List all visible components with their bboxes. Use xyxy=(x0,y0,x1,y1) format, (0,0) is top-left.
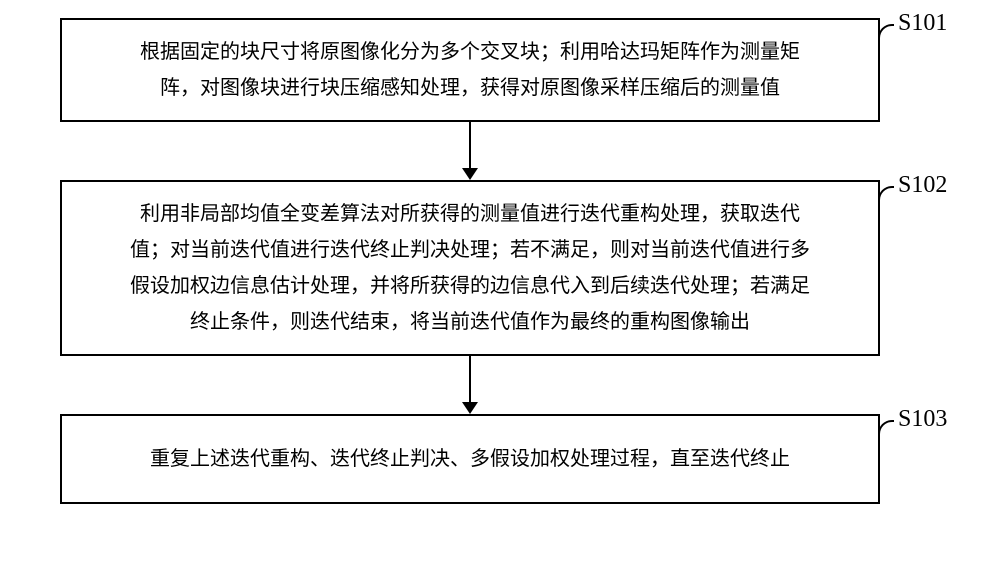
step-label-connector xyxy=(878,420,894,434)
step-text-line: 根据固定的块尺寸将原图像化分为多个交叉块；利用哈达玛矩阵作为测量矩 xyxy=(84,34,856,70)
flow-arrow-down xyxy=(60,122,880,180)
step-label-connector xyxy=(878,186,894,200)
step-text-line: 值；对当前迭代值进行迭代终止判决处理；若不满足，则对当前迭代值进行多 xyxy=(84,232,856,268)
step-text-line: 利用非局部均值全变差算法对所获得的测量值进行迭代重构处理，获取迭代 xyxy=(84,196,856,232)
step-label-connector xyxy=(878,24,894,38)
step-text: 根据固定的块尺寸将原图像化分为多个交叉块；利用哈达玛矩阵作为测量矩阵，对图像块进… xyxy=(84,34,856,106)
step-box: 利用非局部均值全变差算法对所获得的测量值进行迭代重构处理，获取迭代值；对当前迭代… xyxy=(60,180,880,356)
arrow-head-icon xyxy=(462,402,478,414)
arrow-head-icon xyxy=(462,168,478,180)
step-box: 重复上述迭代重构、迭代终止判决、多假设加权处理过程，直至迭代终止 xyxy=(60,414,880,504)
arrow-line xyxy=(469,356,471,402)
flow-step: 根据固定的块尺寸将原图像化分为多个交叉块；利用哈达玛矩阵作为测量矩阵，对图像块进… xyxy=(60,18,960,122)
flow-step: 重复上述迭代重构、迭代终止判决、多假设加权处理过程，直至迭代终止S103 xyxy=(60,414,960,504)
step-label: S102 xyxy=(898,172,947,199)
flow-arrow-down xyxy=(60,356,880,414)
step-text: 利用非局部均值全变差算法对所获得的测量值进行迭代重构处理，获取迭代值；对当前迭代… xyxy=(84,196,856,340)
step-text-line: 阵，对图像块进行块压缩感知处理，获得对原图像采样压缩后的测量值 xyxy=(84,70,856,106)
step-text-line: 假设加权边信息估计处理，并将所获得的边信息代入到后续迭代处理；若满足 xyxy=(84,268,856,304)
arrow-line xyxy=(469,122,471,168)
step-text-line: 重复上述迭代重构、迭代终止判决、多假设加权处理过程，直至迭代终止 xyxy=(84,441,856,477)
step-label: S101 xyxy=(898,10,947,37)
flow-step: 利用非局部均值全变差算法对所获得的测量值进行迭代重构处理，获取迭代值；对当前迭代… xyxy=(60,180,960,356)
step-text: 重复上述迭代重构、迭代终止判决、多假设加权处理过程，直至迭代终止 xyxy=(84,441,856,477)
step-box: 根据固定的块尺寸将原图像化分为多个交叉块；利用哈达玛矩阵作为测量矩阵，对图像块进… xyxy=(60,18,880,122)
step-text-line: 终止条件，则迭代结束，将当前迭代值作为最终的重构图像输出 xyxy=(84,304,856,340)
step-label: S103 xyxy=(898,406,947,433)
